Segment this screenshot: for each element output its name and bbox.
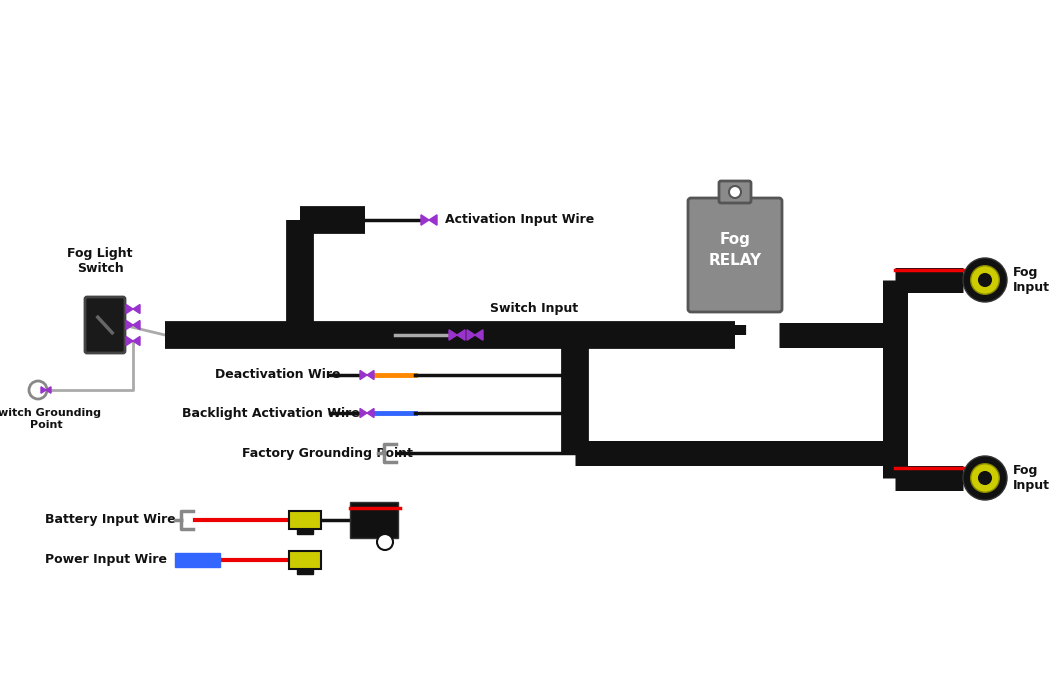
- Text: Fog
Input: Fog Input: [1013, 266, 1050, 294]
- Text: Factory Grounding Point: Factory Grounding Point: [242, 447, 413, 459]
- Bar: [175, 553, 220, 567]
- Polygon shape: [421, 215, 429, 225]
- Text: Activation Input Wire: Activation Input Wire: [445, 214, 594, 227]
- Bar: [289, 511, 321, 529]
- Polygon shape: [368, 408, 374, 417]
- Text: Switch Input: Switch Input: [490, 302, 579, 315]
- Bar: [297, 569, 313, 574]
- Circle shape: [729, 186, 741, 198]
- Text: Power Input Wire: Power Input Wire: [45, 554, 167, 566]
- Polygon shape: [360, 408, 368, 417]
- Circle shape: [377, 534, 393, 550]
- Polygon shape: [449, 330, 457, 340]
- FancyBboxPatch shape: [85, 297, 125, 353]
- Text: Backlight Activation Wire: Backlight Activation Wire: [182, 407, 360, 419]
- Polygon shape: [126, 321, 133, 330]
- Polygon shape: [46, 386, 51, 393]
- Polygon shape: [41, 386, 46, 393]
- Bar: [350, 502, 398, 538]
- Text: Fog Light
Switch: Fog Light Switch: [67, 247, 132, 275]
- Circle shape: [970, 463, 1000, 492]
- Circle shape: [970, 266, 1000, 294]
- Text: Deactivation Wire: Deactivation Wire: [215, 368, 340, 382]
- Circle shape: [29, 381, 47, 399]
- Polygon shape: [429, 215, 437, 225]
- Polygon shape: [133, 304, 140, 314]
- Text: Fog
RELAY: Fog RELAY: [709, 232, 761, 268]
- FancyBboxPatch shape: [719, 181, 751, 203]
- Polygon shape: [457, 330, 465, 340]
- Polygon shape: [475, 330, 483, 340]
- Circle shape: [978, 471, 992, 485]
- Bar: [289, 551, 321, 569]
- Polygon shape: [368, 370, 374, 379]
- Circle shape: [963, 456, 1007, 500]
- Polygon shape: [133, 337, 140, 346]
- Text: Switch Grounding
Point: Switch Grounding Point: [0, 408, 102, 430]
- Polygon shape: [126, 337, 133, 346]
- Bar: [297, 529, 313, 534]
- Text: Battery Input Wire: Battery Input Wire: [45, 514, 175, 526]
- Polygon shape: [467, 330, 475, 340]
- Polygon shape: [126, 304, 133, 314]
- Circle shape: [963, 258, 1007, 302]
- Circle shape: [978, 273, 992, 287]
- Polygon shape: [360, 370, 368, 379]
- Polygon shape: [133, 321, 140, 330]
- Text: Fog
Input: Fog Input: [1013, 464, 1050, 492]
- FancyBboxPatch shape: [688, 198, 782, 312]
